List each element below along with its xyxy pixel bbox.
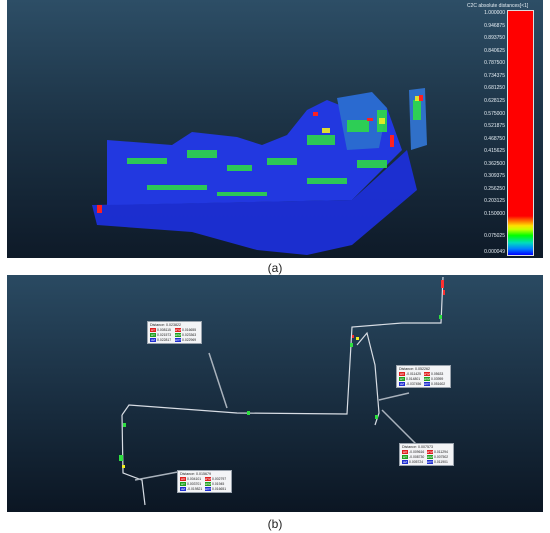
delta-value: 0.004101: [187, 477, 202, 481]
colorbar-tick: 0.893750: [484, 35, 505, 42]
delta-label: ΔY: [150, 328, 156, 332]
callout-title: Distance: 0.023822: [150, 323, 181, 327]
delta-label: ΔXY: [175, 338, 182, 342]
delta-value: 0.014801: [406, 377, 421, 381]
delta-value: 0.016655: [182, 328, 197, 332]
caption-a: (a): [267, 261, 283, 275]
distance-callout: Distance: 0.023822 ΔY 0.008115 ΔYZ 0.016655 Δ…: [147, 321, 202, 344]
delta-value: 0.022817: [157, 338, 172, 342]
delta-value: 0.023363: [182, 333, 197, 337]
delta-label: ΔXZ: [205, 482, 211, 486]
delta-label: ΔXY: [427, 460, 434, 464]
delta-label: ΔXY: [424, 382, 431, 386]
delta-value: 0.005724: [409, 460, 424, 464]
delta-value: 0.003701: [187, 482, 202, 486]
panel-b-section-view: Distance: 0.023822 ΔY 0.008115 ΔYZ 0.016655 Δ…: [7, 275, 543, 512]
delta-value: -0.009616: [409, 450, 425, 454]
delta-value: 0.016651: [212, 487, 227, 491]
delta-label: ΔZ: [402, 460, 408, 464]
delta-label: ΔY: [399, 377, 405, 381]
delta-value: 0.051602: [431, 382, 446, 386]
colorbar-tick: 1.000000: [484, 10, 505, 16]
colorbar-tick: 0.415625: [484, 148, 505, 155]
colorbar-tick: 0.628125: [484, 97, 505, 104]
delta-label: ΔYZ: [205, 477, 211, 481]
delta-label: ΔZ: [150, 338, 156, 342]
colorbar-tick: 0.681250: [484, 85, 505, 92]
delta-value: -0.019821: [187, 487, 203, 491]
colorbar-tick: 0.468750: [484, 135, 505, 142]
delta-value: 0.05633: [431, 372, 444, 376]
colorbar-tick: 0.203125: [484, 198, 505, 205]
panel-a-pointcloud-view: C2C absolute distances[<1] 1.000000 0.946…: [7, 0, 543, 258]
delta-value: 0.007502: [434, 455, 449, 459]
colorbar-tick: 0.362500: [484, 160, 505, 167]
callout-title: Distance: 0.015679: [180, 472, 211, 476]
delta-value: 0.011294: [434, 450, 448, 454]
delta-value: 0.01945: [212, 482, 225, 486]
delta-value: -0.037456: [406, 382, 422, 386]
callout-title: Distance: 0.007573: [402, 445, 433, 449]
delta-label: ΔY: [402, 455, 408, 459]
delta-label: ΔXZ: [427, 455, 433, 459]
colorbar-tick: 0.575000: [484, 110, 505, 117]
colorbar-tick: 0.309375: [484, 173, 505, 180]
section-profile: [119, 276, 445, 506]
delta-label: ΔX: [402, 450, 408, 454]
delta-label: ΔYZ: [424, 372, 430, 376]
callout-title: Distance: 0.052262: [399, 367, 430, 371]
delta-label: ΔX: [399, 372, 405, 376]
delta-label: ΔXZ: [175, 333, 181, 337]
delta-label: ΔZ: [399, 382, 405, 386]
delta-value: 0.008115: [157, 328, 171, 332]
delta-label: ΔXZ: [424, 377, 430, 381]
delta-label: ΔY: [150, 333, 156, 337]
delta-value: -0.011425: [406, 372, 422, 376]
delta-value: 0.022969: [182, 338, 197, 342]
colorbar-title: C2C absolute distances[<1]: [467, 3, 529, 9]
building-pointcloud: [92, 88, 427, 255]
colorbar-tick: 0.946875: [484, 22, 505, 29]
colorbar-tick: 0.075025: [484, 233, 505, 239]
colorbar-tick: 0.840625: [484, 47, 505, 54]
delta-label: ΔXY: [205, 487, 212, 491]
delta-label: ΔY: [180, 482, 186, 486]
colorbar-tick: 0.000049: [484, 249, 505, 255]
caption-b: (b): [267, 517, 283, 531]
colorbar-tick: 0.521875: [484, 123, 505, 130]
delta-value: 0.021573: [157, 333, 172, 337]
distance-callout: Distance: 0.007573 ΔX -0.009616 ΔYZ 0.011294…: [399, 443, 454, 466]
colorbar-tick: 0.150000: [484, 211, 505, 217]
delta-label: ΔZ: [180, 487, 186, 491]
delta-value: 0.002797: [212, 477, 227, 481]
distance-callout: Distance: 0.052262 ΔX -0.011425 ΔYZ 0.05633 Δ…: [396, 365, 451, 388]
distance-callout: Distance: 0.015679 ΔX 0.004101 ΔYZ 0.002797 Δ…: [177, 470, 232, 493]
delta-label: ΔYZ: [427, 450, 433, 454]
delta-value: 0.03959: [431, 377, 444, 381]
delta-value: -0.008730: [409, 455, 425, 459]
delta-label: ΔYZ: [175, 328, 181, 332]
distance-colorbar: [507, 10, 534, 256]
colorbar-tick: 0.256250: [484, 185, 505, 192]
delta-label: ΔX: [180, 477, 186, 481]
colorbar-tick: 0.787500: [484, 60, 505, 67]
colorbar-tick: 0.734375: [484, 72, 505, 79]
delta-value: 0.011901: [434, 460, 448, 464]
